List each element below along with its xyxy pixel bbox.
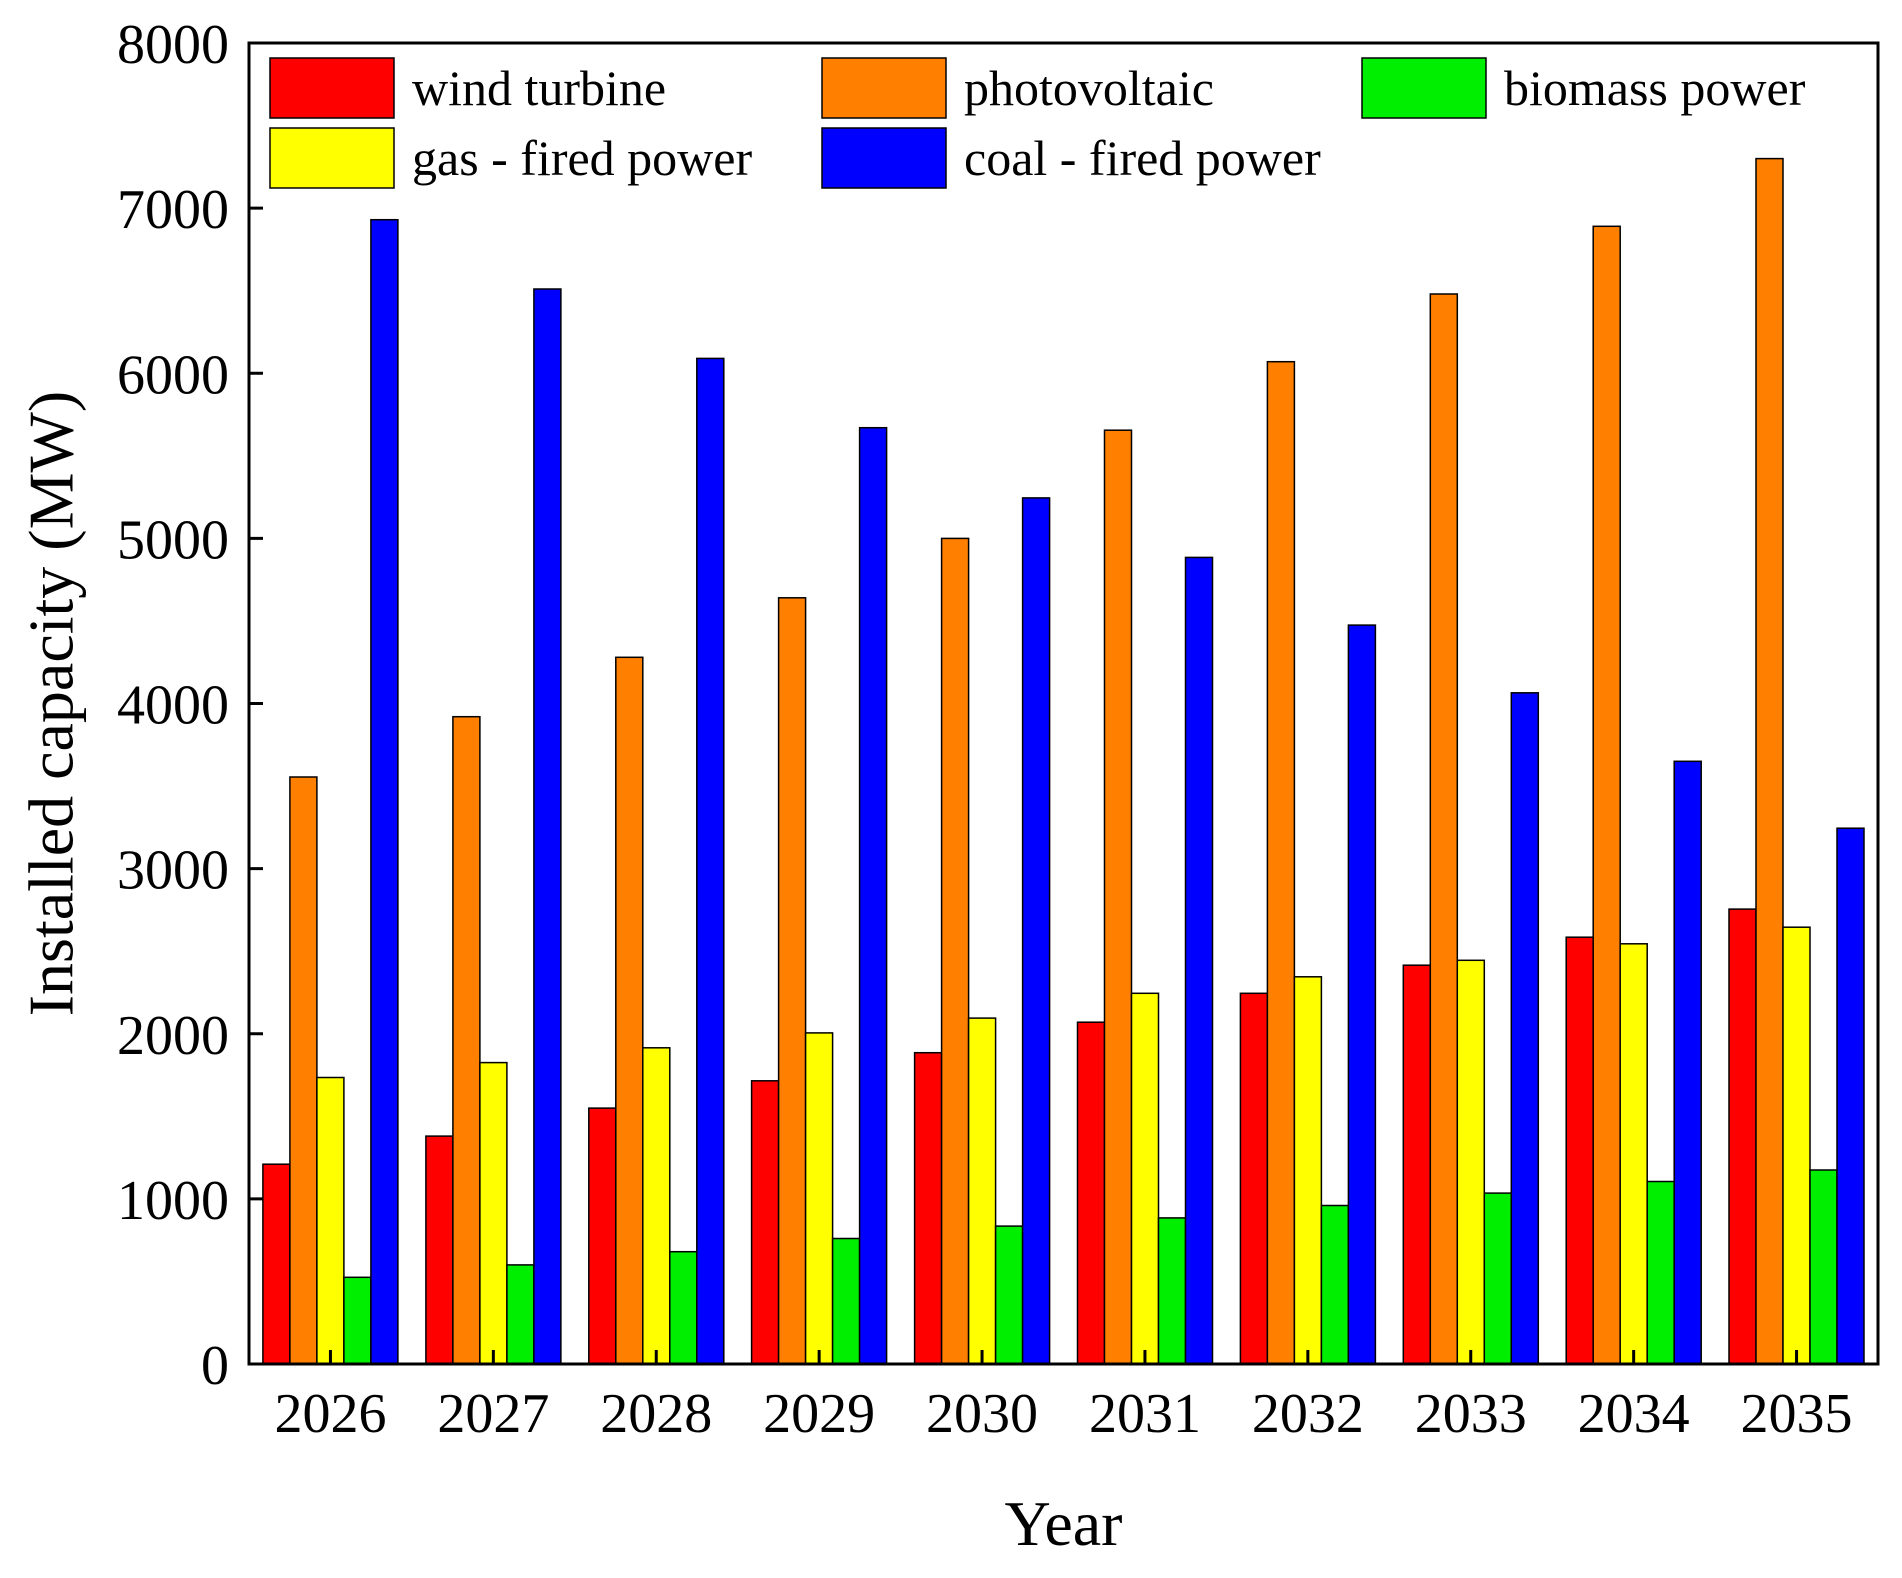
bar-coal-fired-power-2031 — [1184, 556, 1214, 1365]
bar-wind-turbine-2028 — [588, 1107, 617, 1365]
bar-biomass-power-2033 — [1483, 1192, 1513, 1365]
legend-label-photovoltaic: photovoltaic — [964, 60, 1214, 116]
legend-swatch-gas-fired-power — [269, 127, 395, 189]
axes-layer: 0 1000 2000 3000 4000 5000 6000 7000 8000 2026 202… — [117, 14, 1880, 1445]
bar-gas-fired-power-2032 — [1293, 976, 1323, 1365]
bar-gas-fired-power-2030 — [967, 1017, 997, 1365]
bar-photovoltaic-2032 — [1266, 360, 1296, 1365]
bar-wind-turbine-2035 — [1728, 908, 1757, 1365]
y-axis-title: Installed capacity (MW) — [16, 391, 87, 1017]
x-tick-label-2027: 2027 — [437, 1383, 549, 1445]
bar-photovoltaic-2028 — [615, 656, 644, 1365]
bar-biomass-power-2034 — [1646, 1180, 1675, 1365]
bar-biomass-power-2027 — [506, 1264, 535, 1365]
bar-coal-fired-power-2026 — [370, 218, 399, 1365]
bar-gas-fired-power-2033 — [1456, 959, 1486, 1365]
bar-coal-fired-power-2027 — [533, 288, 562, 1365]
x-tick-label-2033: 2033 — [1415, 1383, 1527, 1445]
legend-label-wind-turbine: wind turbine — [412, 60, 666, 116]
bars-layer — [262, 157, 1865, 1365]
x-tick-label-2031: 2031 — [1089, 1383, 1201, 1445]
bar-wind-turbine-2029 — [750, 1080, 780, 1365]
y-tick-label-7000: 7000 — [117, 179, 229, 241]
bar-photovoltaic-2031 — [1103, 429, 1133, 1365]
bar-gas-fired-power-2029 — [804, 1032, 834, 1365]
bar-biomass-power-2032 — [1320, 1204, 1350, 1365]
x-tick-label-2034: 2034 — [1578, 1383, 1690, 1445]
legend-swatch-coal-fired-power — [821, 127, 947, 189]
bar-gas-fired-power-2028 — [642, 1047, 671, 1365]
legend: wind turbine photovoltaic biomass power gas… — [269, 57, 1806, 189]
x-tick-label-2035: 2035 — [1741, 1383, 1853, 1445]
bar-wind-turbine-2034 — [1565, 936, 1594, 1365]
bar-photovoltaic-2027 — [452, 715, 481, 1365]
y-tick-label-1000: 1000 — [117, 1170, 229, 1232]
bar-biomass-power-2026 — [343, 1276, 372, 1365]
x-axis-title: Year — [1005, 1488, 1123, 1559]
bar-biomass-power-2035 — [1809, 1169, 1838, 1365]
x-tick-label-2030: 2030 — [926, 1383, 1038, 1445]
bar-wind-turbine-2027 — [425, 1135, 454, 1365]
legend-label-gas-fired-power: gas - fired power — [412, 130, 752, 186]
bar-gas-fired-power-2034 — [1619, 943, 1648, 1365]
bar-photovoltaic-2035 — [1755, 157, 1784, 1365]
bar-biomass-power-2029 — [831, 1237, 861, 1365]
bar-biomass-power-2031 — [1157, 1217, 1187, 1365]
bar-coal-fired-power-2028 — [696, 357, 725, 1365]
bar-gas-fired-power-2026 — [316, 1076, 345, 1365]
bar-photovoltaic-2034 — [1592, 225, 1621, 1365]
x-tick-label-2032: 2032 — [1252, 1383, 1364, 1445]
legend-swatch-photovoltaic — [821, 57, 947, 119]
x-tick-label-2028: 2028 — [600, 1383, 712, 1445]
bar-photovoltaic-2029 — [777, 597, 807, 1365]
bar-coal-fired-power-2033 — [1510, 692, 1540, 1365]
legend-swatch-biomass-power — [1361, 57, 1487, 119]
y-tick-label-2000: 2000 — [117, 1005, 229, 1067]
bar-coal-fired-power-2030 — [1021, 497, 1051, 1365]
y-tick-label-6000: 6000 — [117, 344, 229, 406]
legend-label-coal-fired-power: coal - fired power — [964, 130, 1321, 186]
x-tick-label-2026: 2026 — [274, 1383, 386, 1445]
bar-wind-turbine-2033 — [1402, 964, 1432, 1365]
x-tick-label-2029: 2029 — [763, 1383, 875, 1445]
bar-coal-fired-power-2035 — [1836, 827, 1865, 1365]
bar-photovoltaic-2026 — [289, 776, 318, 1365]
bar-wind-turbine-2026 — [262, 1163, 291, 1365]
bar-coal-fired-power-2029 — [858, 426, 888, 1365]
bar-biomass-power-2028 — [669, 1250, 698, 1365]
bar-photovoltaic-2033 — [1429, 293, 1459, 1365]
y-tick-label-4000: 4000 — [117, 675, 229, 737]
legend-label-biomass-power: biomass power — [1504, 60, 1806, 116]
y-tick-label-3000: 3000 — [117, 840, 229, 902]
bar-wind-turbine-2032 — [1239, 992, 1269, 1365]
y-tick-label-8000: 8000 — [117, 14, 229, 76]
bar-biomass-power-2030 — [994, 1225, 1024, 1365]
y-tick-label-5000: 5000 — [117, 509, 229, 571]
bar-coal-fired-power-2034 — [1673, 760, 1702, 1365]
bar-wind-turbine-2031 — [1076, 1021, 1106, 1365]
bar-wind-turbine-2030 — [913, 1051, 943, 1365]
bar-gas-fired-power-2027 — [479, 1061, 508, 1365]
y-tick-label-0: 0 — [201, 1335, 229, 1397]
bar-gas-fired-power-2035 — [1782, 926, 1811, 1365]
bar-gas-fired-power-2031 — [1130, 992, 1160, 1365]
legend-swatch-wind-turbine — [269, 57, 395, 119]
bar-coal-fired-power-2032 — [1347, 624, 1377, 1365]
bar-photovoltaic-2030 — [940, 537, 970, 1365]
